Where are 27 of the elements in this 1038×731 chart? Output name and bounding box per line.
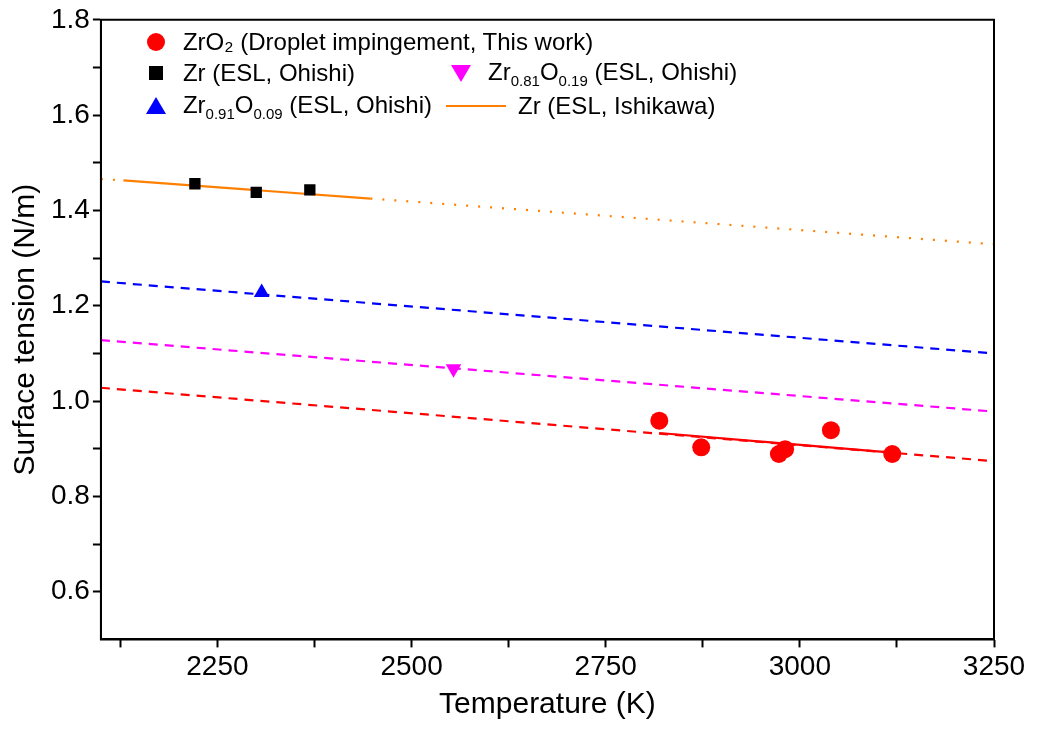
- x-tick-label: 3250: [962, 649, 1026, 681]
- legend-label: Zr (ESL, Ishikawa): [518, 91, 716, 120]
- point: [883, 445, 902, 463]
- y-tick-label: 1.6: [50, 97, 90, 129]
- y-tick-label: 1.2: [50, 288, 90, 320]
- point: [250, 186, 262, 198]
- y-tick-label: 0.6: [50, 574, 90, 606]
- x-tick-label: 3000: [768, 649, 831, 681]
- x-tick-label: 2500: [380, 649, 443, 681]
- legend-label: Zr$_{0.81}$O$_{0.19}$ (ESL, Ohishi): [488, 57, 738, 89]
- point: [189, 178, 201, 190]
- point: [821, 421, 840, 440]
- legend-label: Zr$_{0.91}$O$_{0.09}$ (ESL, Ohishi): [182, 90, 433, 122]
- y-axis-title: Surface tension (N/m): [7, 183, 41, 476]
- x-tick-label: 2750: [574, 649, 637, 681]
- y-tick-label: 0.8: [50, 479, 90, 511]
- point: [304, 184, 316, 196]
- y-tick-label: 1.8: [50, 2, 90, 34]
- legend-label: Zr (ESL, Ohishi): [182, 59, 355, 88]
- y-tick-label: 1.0: [50, 383, 90, 415]
- x-tick-label: 2250: [186, 649, 249, 681]
- point: [692, 438, 711, 457]
- x-axis-title: Temperature (K): [439, 686, 656, 720]
- legend-label: ZrO₂ (Droplet impingement, This work): [182, 27, 594, 56]
- point: [776, 440, 795, 459]
- point: [650, 411, 669, 430]
- y-tick-label: 1.4: [50, 193, 90, 225]
